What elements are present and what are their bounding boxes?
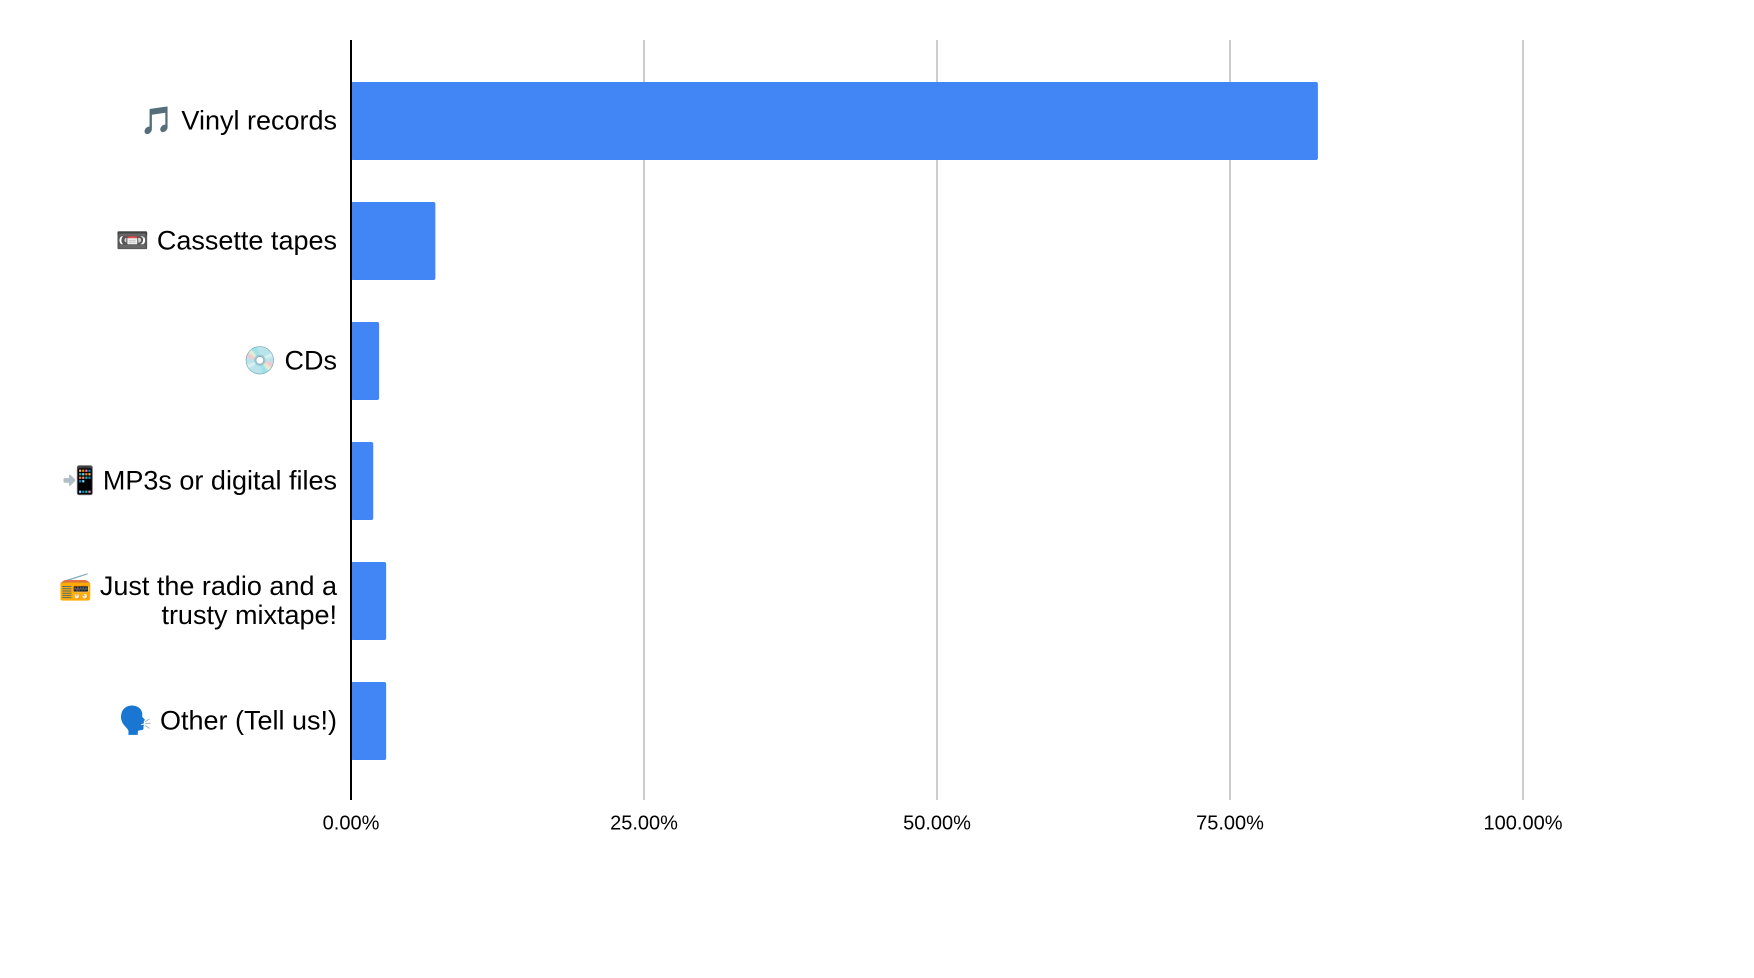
y-tick-label: 🎵 Vinyl records (140, 105, 337, 136)
x-tick-label: 75.00% (1196, 812, 1264, 834)
bar (351, 82, 1318, 160)
x-tick-label: 50.00% (903, 812, 971, 834)
y-tick-label: 🗣️ Other (Tell us!) (118, 705, 337, 736)
y-tick-label: 📲 MP3s or digital files (61, 465, 337, 496)
bar (351, 202, 436, 280)
bar (351, 562, 387, 640)
x-tick-label: 25.00% (610, 812, 678, 834)
bar (351, 682, 387, 760)
y-tick-label: 📻 Just the radio and a trusty mixtape! (58, 571, 337, 630)
x-tick-label: 0.00% (323, 812, 380, 834)
bar (351, 442, 374, 520)
bar (351, 322, 380, 400)
y-tick-label: 💿 CDs (243, 345, 337, 376)
y-tick-label: 📼 Cassette tapes (115, 225, 337, 256)
x-tick-label: 100.00% (1484, 812, 1563, 834)
